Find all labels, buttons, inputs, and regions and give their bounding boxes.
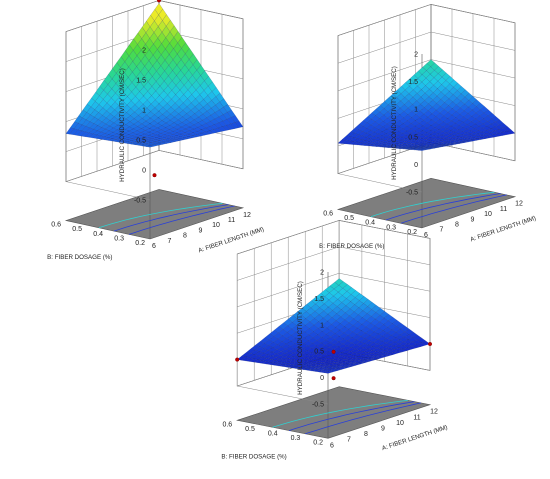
- y-tick-label: 0.2: [135, 240, 145, 247]
- z-tick-label: 1: [414, 107, 418, 114]
- y-tick-label: 0.2: [407, 229, 417, 236]
- y-tick-label: 0.5: [245, 426, 255, 433]
- y-tick-label: 0.3: [114, 235, 124, 242]
- x-tick-label: 8: [455, 221, 459, 228]
- x-tick-label: 12: [243, 212, 251, 219]
- x-tick-label: 6: [424, 232, 428, 239]
- y-axis-title: B: FIBER DOSAGE (%): [47, 254, 112, 261]
- y-tick-label: 0.5: [344, 215, 354, 222]
- y-tick-label: 0.6: [323, 210, 333, 217]
- design-point: [331, 349, 336, 354]
- x-tick-label: 11: [500, 206, 507, 213]
- x-tick-label: 7: [168, 238, 172, 245]
- surface-plot-1: -0.5 0 0.5 1 1.5 2 6 7 8 9 10 11 12 0.2 0.3 0.4 0.5 0.6 A:…: [47, 0, 265, 261]
- x-tick-label: 7: [347, 437, 351, 444]
- y-axis-title: B: FIBER DOSAGE (%): [319, 243, 384, 250]
- design-point: [428, 342, 433, 347]
- z-tick-label: 0: [320, 375, 324, 382]
- z-tick-label: 2: [142, 48, 146, 55]
- x-tick-label: 10: [212, 222, 220, 229]
- z-tick-label: 1: [142, 108, 146, 115]
- y-tick-label: 0.6: [51, 222, 61, 229]
- z-tick-label: 0.5: [408, 134, 418, 141]
- x-tick-label: 12: [430, 409, 438, 416]
- x-tick-label: 6: [152, 243, 156, 250]
- x-tick-label: 9: [199, 227, 203, 234]
- x-tick-label: 11: [228, 217, 235, 224]
- response-surface: [65, 3, 244, 148]
- z-tick-label: -0.5: [312, 402, 324, 409]
- z-tick-label: 2: [414, 52, 418, 59]
- x-tick-label: 6: [330, 442, 334, 449]
- z-tick-label: 0: [142, 168, 146, 175]
- response-surface: [337, 59, 516, 151]
- floor-contours: [98, 202, 235, 235]
- x-axis-title: A: FIBER LENGTH (MM): [381, 424, 449, 452]
- y-axis-title: B: FIBER DOSAGE (%): [221, 453, 286, 460]
- x-tick-label: 12: [515, 201, 523, 208]
- x-tick-label: 11: [413, 414, 420, 421]
- design-point: [152, 173, 157, 178]
- z-tick-label: 0.5: [314, 349, 324, 356]
- floor-plane: [64, 189, 245, 240]
- z-tick-label: 1.5: [314, 296, 324, 303]
- y-tick-label: 0.4: [93, 231, 103, 238]
- z-tick-label: -0.5: [134, 198, 146, 205]
- design-point: [331, 376, 336, 381]
- floor-plane: [236, 386, 432, 439]
- z-axis-title: HYDRAULIC CONDUCTIVITY (CM/SEC): [119, 68, 126, 182]
- y-tick-label: 0.4: [365, 220, 375, 227]
- design-point: [157, 0, 161, 3]
- z-tick-label: 0: [414, 162, 418, 169]
- x-tick-label: 8: [183, 233, 187, 240]
- x-tick-label: 7: [440, 227, 444, 234]
- x-tick-label: 9: [471, 216, 475, 223]
- x-tick-label: 10: [396, 420, 404, 427]
- z-tick-label: 1: [320, 322, 324, 329]
- x-tick-label: 8: [364, 431, 368, 438]
- x-tick-label: 10: [484, 211, 492, 218]
- x-tick-label: 9: [381, 426, 385, 433]
- z-axis-title: HYDRAULIC CONDUCTIVITY (CM/SEC): [391, 66, 398, 180]
- floor-contours: [272, 399, 421, 435]
- y-tick-label: 0.2: [313, 439, 323, 446]
- response-surface: [236, 278, 431, 374]
- y-tick-label: 0.4: [268, 430, 278, 437]
- y-tick-label: 0.3: [291, 435, 301, 442]
- z-tick-label: 2: [320, 270, 324, 277]
- x-axis-title: A: FIBER LENGTH (MM): [469, 215, 536, 243]
- y-tick-label: 0.5: [72, 226, 82, 233]
- z-tick-label: 1.5: [136, 78, 146, 85]
- z-tick-label: 0.5: [136, 138, 146, 145]
- floor-plane: [336, 177, 517, 229]
- surface-plot-3: -0.5 0 0.5 1 1.5 2 6 7 8 9 10 11 12 0.2 0.3 0.4 0.5 0.6 A:…: [221, 219, 449, 460]
- surface-plot-2: -0.5 0 0.5 1 1.5 2 6 7 8 9 10 11 12 0.2 0.3 0.4 0.5 0.6 A:…: [319, 3, 537, 250]
- z-tick-label: -0.5: [406, 190, 418, 197]
- floor-contours: [370, 191, 507, 224]
- z-tick-label: 1.5: [408, 79, 418, 86]
- y-tick-label: 0.6: [222, 421, 232, 428]
- x-axis-title: A: FIBER LENGTH (MM): [197, 226, 264, 254]
- z-axis-title: HYDRAULIC CONDUCTIVITY (CM/SEC): [297, 281, 304, 395]
- y-tick-label: 0.3: [386, 224, 396, 231]
- design-point: [235, 357, 240, 362]
